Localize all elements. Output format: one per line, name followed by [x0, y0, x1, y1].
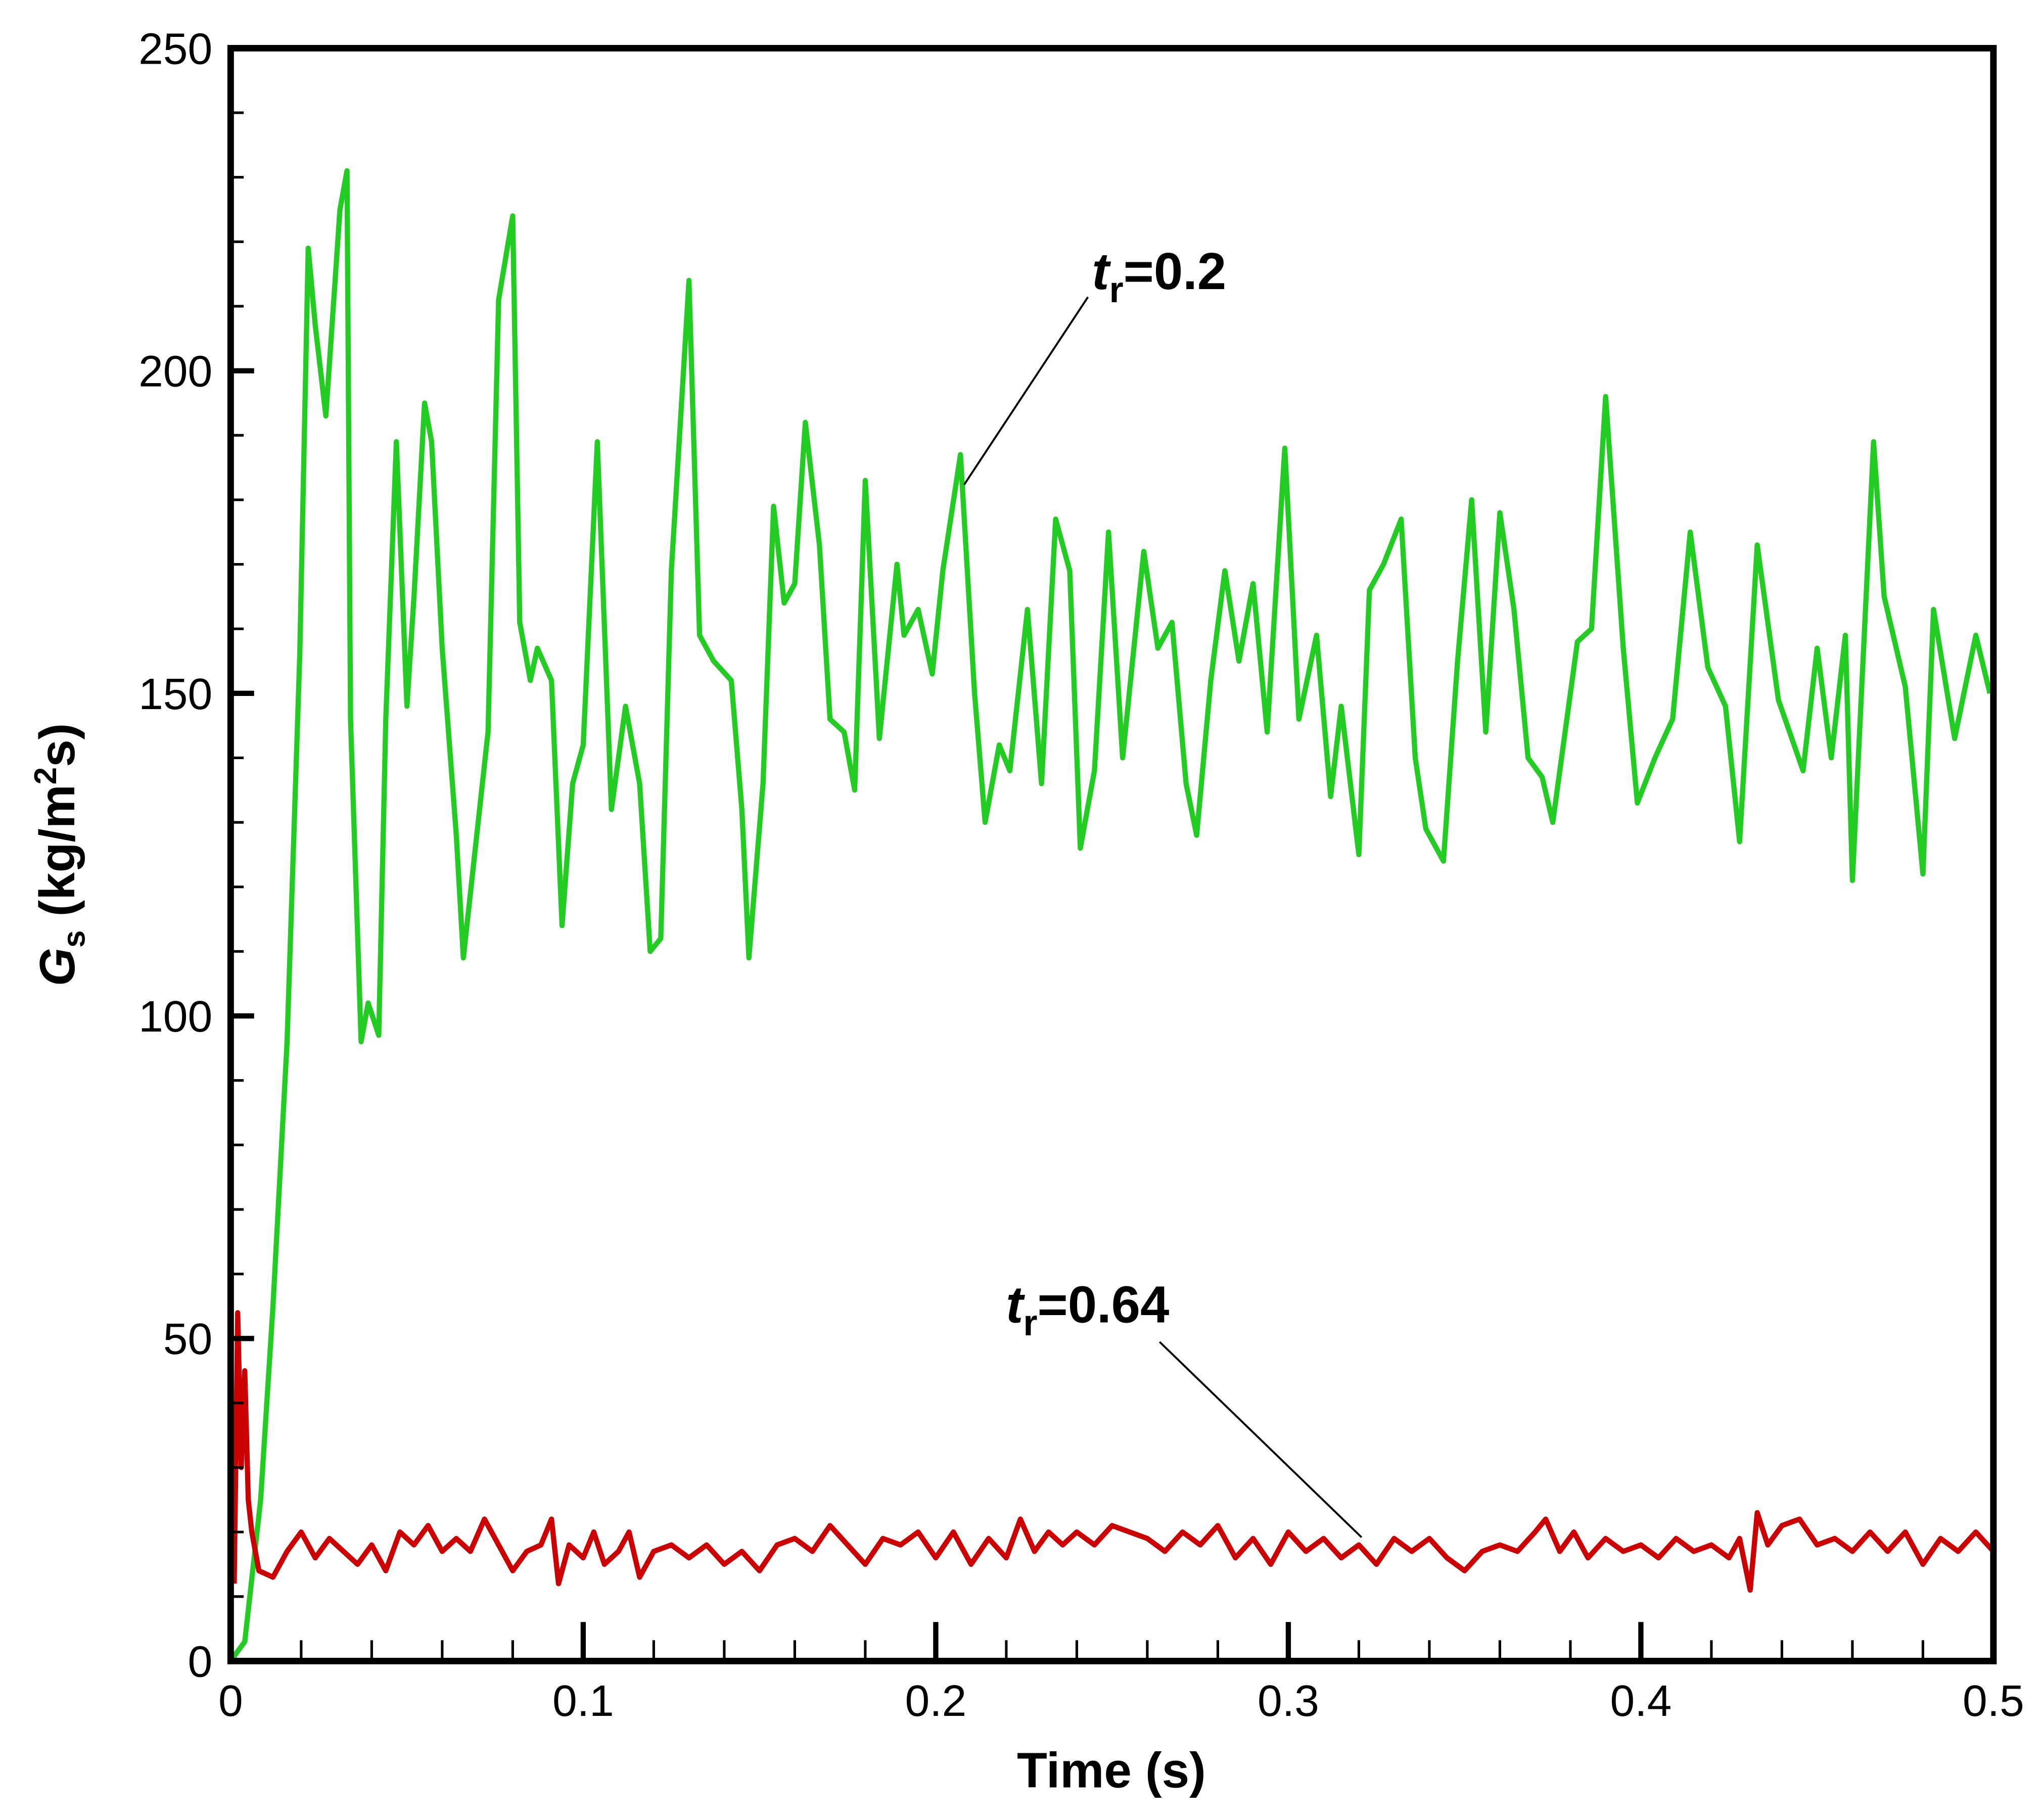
- y-tick-label: 150: [138, 669, 212, 719]
- y-tick-label: 200: [138, 347, 212, 396]
- y-tick-label: 0: [188, 1637, 213, 1686]
- y-axis-title-sup: 2: [28, 767, 63, 784]
- annotation-text: =0.2: [1124, 242, 1227, 300]
- data-line: [231, 1310, 1995, 1593]
- plot-frame: [227, 44, 1997, 1664]
- annotation-leader: [1158, 1341, 1363, 1538]
- x-tick-label: 0.2: [905, 1676, 966, 1725]
- y-axis-title: Gs (kg/m2s): [28, 723, 92, 987]
- annotation-italic: t: [1006, 1275, 1025, 1333]
- y-axis-title-sub: s: [57, 930, 92, 948]
- y-axis-title-end: s): [29, 723, 85, 767]
- y-axis-title-text: (kg/m: [29, 784, 85, 930]
- y-tick-label: 50: [163, 1314, 212, 1364]
- x-tick-label: 0.4: [1610, 1676, 1672, 1725]
- y-tick-label: 250: [138, 24, 212, 73]
- annotation-text: =0.64: [1038, 1275, 1170, 1333]
- y-axis-title-symbol: G: [29, 948, 85, 986]
- annotation-sub: r: [1023, 1303, 1037, 1343]
- x-tick-label: 0.5: [1963, 1676, 2024, 1725]
- annotation-sub: r: [1109, 270, 1124, 310]
- annotation-italic: t: [1092, 242, 1111, 300]
- annotation-leader: [963, 296, 1089, 485]
- x-axis-title: Time (s): [1017, 1743, 1206, 1798]
- x-tick-label: 0.3: [1258, 1676, 1319, 1725]
- data-line: [228, 168, 1992, 1663]
- annotation: tr=0.2: [1092, 242, 1226, 310]
- annotation: tr=0.64: [1006, 1275, 1169, 1343]
- x-tick-label: 0.1: [552, 1676, 614, 1725]
- y-tick-label: 100: [138, 992, 212, 1041]
- x-tick-label: 0: [218, 1676, 243, 1725]
